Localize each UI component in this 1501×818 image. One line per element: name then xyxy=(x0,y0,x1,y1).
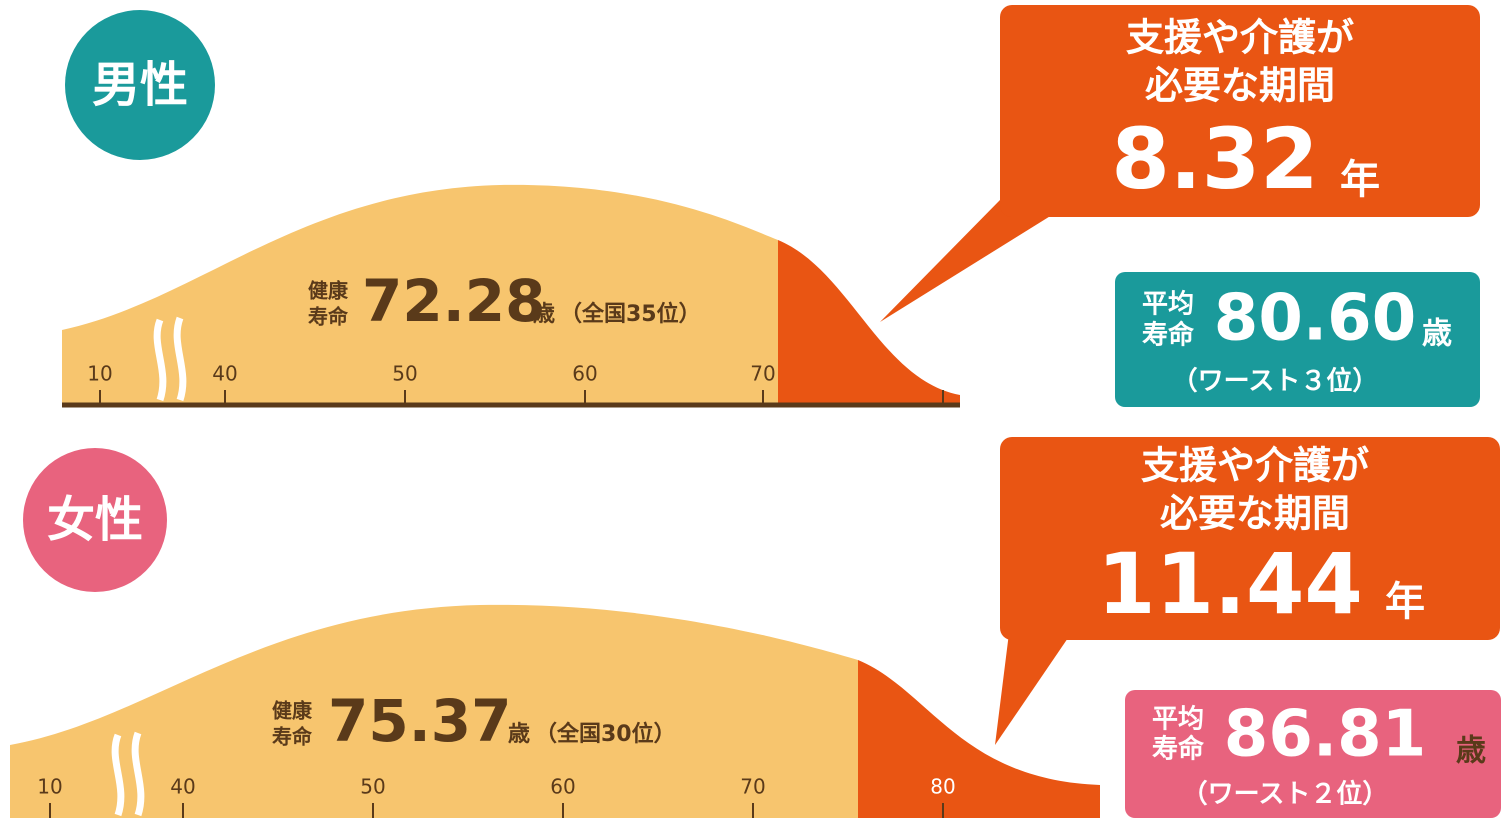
care-line: 支援や介護が xyxy=(1141,444,1369,488)
average-label: 平均 xyxy=(1152,705,1204,735)
average-unit: 歳 xyxy=(1456,734,1486,769)
tick-label: 50 xyxy=(360,775,385,799)
healthy-label: 寿命 xyxy=(308,305,349,329)
average-label: 寿命 xyxy=(1152,734,1205,765)
callout-pointer xyxy=(880,200,1060,322)
tick-label: 60 xyxy=(572,362,597,386)
female-section: 10 40 50 60 70 80 女性 健康 寿命 75.37 歳 （全国30… xyxy=(10,437,1501,818)
ticks xyxy=(49,803,944,818)
badge xyxy=(23,448,167,592)
care-line: 支援や介護が xyxy=(1126,16,1354,60)
tick-label: 70 xyxy=(750,362,775,386)
average-value: 80.60 xyxy=(1214,282,1416,356)
average-box xyxy=(1125,690,1501,818)
care-area xyxy=(778,240,960,405)
tick-label: 70 xyxy=(740,775,765,799)
healthy-label: 寿命 xyxy=(272,725,313,749)
tick-label: 10 xyxy=(87,362,112,386)
callout xyxy=(1000,437,1500,640)
hill xyxy=(10,604,858,818)
healthy-rank: （全国35位） xyxy=(560,301,701,327)
care-line: 必要な期間 xyxy=(1145,64,1335,108)
care-value: 11.44 xyxy=(1097,535,1363,633)
healthy-label: 健康 xyxy=(308,279,349,303)
care-unit: 年 xyxy=(1385,579,1425,625)
callout-pointer xyxy=(995,625,1070,745)
badge-label: 男性 xyxy=(92,57,188,113)
badge xyxy=(65,10,215,160)
tick-label: 10 xyxy=(37,775,62,799)
healthy-rank: （全国30位） xyxy=(535,721,676,747)
average-rank: （ワースト３位） xyxy=(1172,366,1379,397)
care-value: 8.32 xyxy=(1111,110,1318,208)
badge-label: 女性 xyxy=(47,492,143,548)
healthy-value: 75.37 xyxy=(328,687,511,755)
break-mark xyxy=(153,316,187,402)
average-label: 平均 xyxy=(1142,290,1194,320)
healthy-value: 72.28 xyxy=(362,267,545,335)
hill xyxy=(62,184,778,405)
tick-label: 40 xyxy=(170,775,195,799)
tick-label: 50 xyxy=(392,362,417,386)
average-unit: 歳 xyxy=(1422,317,1452,352)
average-box xyxy=(1115,272,1480,407)
tick-label: 60 xyxy=(550,775,575,799)
average-value: 86.81 xyxy=(1224,698,1426,772)
care-line: 必要な期間 xyxy=(1160,492,1350,536)
break-mark xyxy=(111,731,145,817)
tick-label: 40 xyxy=(212,362,237,386)
average-rank: （ワースト２位） xyxy=(1182,779,1389,810)
tick-label: 80 xyxy=(930,362,955,386)
healthy-unit: 歳 xyxy=(508,722,530,747)
care-unit: 年 xyxy=(1340,157,1380,203)
healthy-label: 健康 xyxy=(272,699,313,723)
ticks xyxy=(99,390,944,405)
healthy-unit: 歳 xyxy=(533,302,555,327)
average-label: 寿命 xyxy=(1142,320,1195,351)
male-section: 10 40 50 60 70 80 男性 健康 寿命 72.28 歳 （全国35… xyxy=(62,5,1480,408)
tick-label: 80 xyxy=(930,775,955,799)
callout xyxy=(1000,5,1480,217)
care-area xyxy=(858,660,1100,818)
